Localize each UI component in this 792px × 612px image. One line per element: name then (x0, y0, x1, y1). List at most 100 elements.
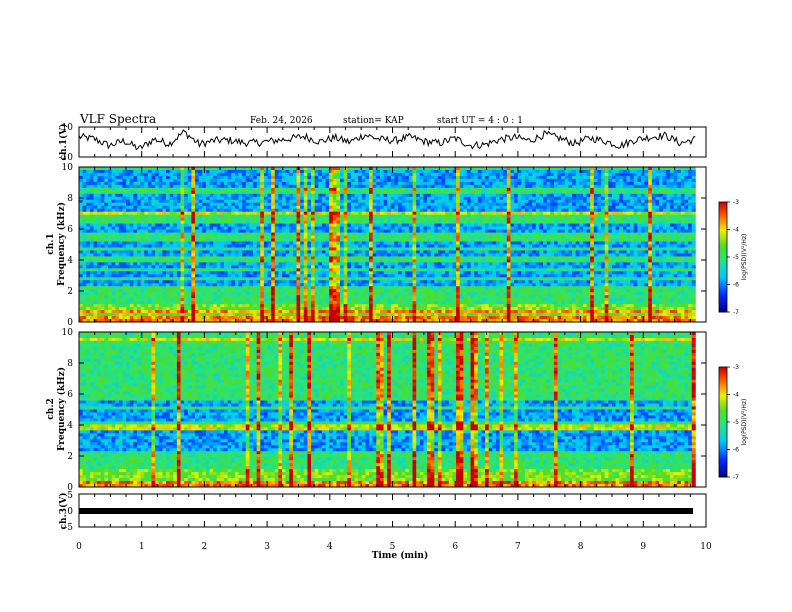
spectrogram-cell (108, 217, 113, 222)
spectrogram-cell (680, 232, 685, 236)
spectrogram-cell (79, 217, 84, 222)
spectrogram-cell (111, 199, 116, 204)
spectrogram-cell (93, 202, 98, 207)
spectrogram-cell (495, 214, 500, 219)
spectrogram-cell (445, 250, 450, 254)
spectrogram-cell (234, 181, 239, 186)
spectrogram-cell (691, 226, 696, 230)
spectrogram-cell (220, 250, 225, 254)
spectrogram-cell (691, 223, 696, 228)
spectrogram-cell (459, 229, 464, 233)
spectrogram-cell (398, 205, 403, 210)
spectrogram-cell (401, 208, 406, 213)
spectrogram-cell (97, 193, 102, 198)
spectrogram-cell (365, 220, 370, 225)
spectrogram-cell (336, 167, 341, 171)
spectrogram-cell (253, 208, 258, 213)
spectrogram-cell (524, 220, 529, 225)
spectrogram-cell (640, 217, 645, 222)
spectrogram-cell (680, 217, 685, 222)
spectrogram-cell (144, 175, 149, 180)
spectrogram-cell (180, 167, 185, 171)
spectrogram-cell (278, 250, 283, 254)
spectrogram-cell (354, 167, 359, 171)
spectrogram-cell (289, 223, 294, 228)
spectrogram-cell (198, 232, 203, 236)
spectrogram-cell (615, 208, 620, 213)
spectrogram-cell (655, 172, 660, 177)
spectrogram-cell (495, 205, 500, 210)
spectrogram-cell (419, 169, 424, 174)
spectrogram-cell (445, 181, 450, 186)
spectrogram-cell (340, 196, 345, 201)
spectrogram-cell (216, 223, 221, 228)
spectrogram-cell (292, 178, 297, 183)
spectrogram-cell (155, 226, 160, 230)
spectrogram-cell (601, 214, 606, 219)
spectrogram-cell (289, 205, 294, 210)
spectrogram-cell (379, 223, 384, 228)
spectrogram-cell (340, 205, 345, 210)
spectrogram-cell (568, 238, 573, 242)
spectrogram-cell (691, 244, 696, 248)
spectrogram-cell (292, 175, 297, 180)
spectrogram-cell (644, 208, 649, 213)
spectrogram-cell (401, 172, 406, 177)
spectrogram-cell (307, 172, 312, 177)
spectrogram-cell (176, 244, 181, 248)
spectrogram-cell (470, 217, 475, 222)
spectrogram-cell (86, 253, 91, 257)
spectrogram-cell (514, 187, 519, 192)
spectrogram-cell (340, 247, 345, 251)
spectrogram-cell (122, 205, 127, 210)
spectrogram-cell (485, 172, 490, 177)
spectrogram-cell (147, 226, 152, 230)
spectrogram-cell (137, 244, 142, 248)
spectrogram-cell (644, 235, 649, 239)
spectrogram-cell (575, 241, 580, 245)
spectrogram-cell (666, 223, 671, 228)
spectrogram-cell (582, 181, 587, 186)
spectrogram-cell (140, 253, 145, 257)
spectrogram-cell (224, 229, 229, 233)
spectrogram-cell (213, 226, 218, 230)
spectrogram-cell (572, 208, 577, 213)
spectrogram-cell (666, 247, 671, 251)
spectrogram-cell (561, 238, 566, 242)
spectrogram-cell (394, 250, 399, 254)
spectrogram-cell (441, 167, 446, 171)
spectrogram-cell (314, 235, 319, 239)
spectrogram-cell (372, 205, 377, 210)
spectrogram-cell (528, 247, 533, 251)
spectrogram-cell (314, 205, 319, 210)
spectrogram-cell (474, 223, 479, 228)
spectrogram-cell (180, 235, 185, 239)
spectrogram-cell (321, 184, 326, 189)
spectrogram-cell (430, 205, 435, 210)
spectrogram-cell (456, 247, 461, 251)
spectrogram-cell (300, 205, 305, 210)
spectrogram-cell (488, 235, 493, 239)
spectrogram-cell (466, 247, 471, 251)
spectrogram-cell (419, 238, 424, 242)
spectrogram-cell (648, 169, 653, 174)
spectrogram-cell (278, 238, 283, 242)
spectrogram-cell (506, 208, 511, 213)
spectrogram-cell (597, 238, 602, 242)
spectrogram-cell (122, 226, 127, 230)
spectrogram-cell (140, 178, 145, 183)
spectrogram-cell (158, 169, 163, 174)
spectrogram-cell (282, 208, 287, 213)
spectrogram-cell (619, 211, 624, 216)
spectrogram-cell (637, 178, 642, 183)
spectrogram-cell (166, 244, 171, 248)
spectrogram-cell (543, 175, 548, 180)
spectrogram-cell (89, 247, 94, 251)
spectrogram-cell (546, 241, 551, 245)
spectrogram-cell (590, 247, 595, 251)
spectrogram-cell (684, 235, 689, 239)
spectrogram-cell (659, 232, 664, 236)
spectrogram-cell (329, 229, 334, 233)
spectrogram-cell (441, 244, 446, 248)
spectrogram-cell (343, 217, 348, 222)
